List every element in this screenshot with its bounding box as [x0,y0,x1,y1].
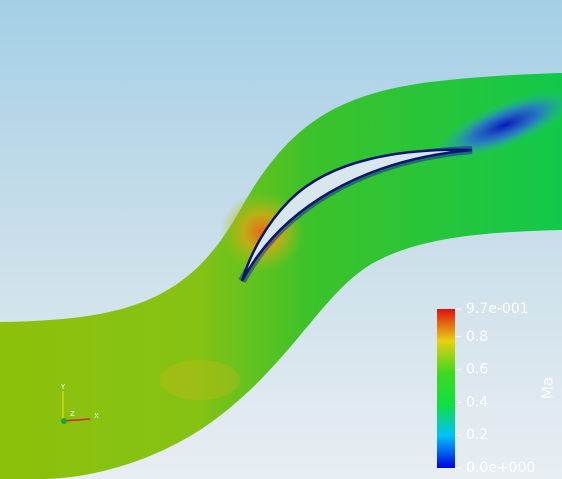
colorbar-tick-label: 0.8 [466,329,488,345]
axes-triad: Y Z X [60,383,99,424]
pressure-region [160,360,240,400]
flow-domain [0,73,562,479]
colorbar-ramp [437,309,455,468]
axis-label: X [94,412,99,420]
colorbar-tick-label: 0.0e+000 [466,460,535,476]
blade [240,148,473,282]
wake [434,90,562,160]
axis-label: Z [70,410,75,418]
axis-label: Y [60,383,66,391]
x-axis [62,418,91,422]
colorbar-tick-label: 0.6 [466,362,488,378]
colorbar: Ma 9.7e-001 0.8 0.6 0.4 0.2 0.0e+000 [437,301,557,476]
colorbar-tick-label: 0.4 [466,394,488,410]
colorbar-tick-label: 9.7e-001 [466,301,529,317]
colorbar-title: Ma [539,377,557,399]
colorbar-tick-label: 0.2 [466,427,488,443]
z-axis [61,418,67,424]
